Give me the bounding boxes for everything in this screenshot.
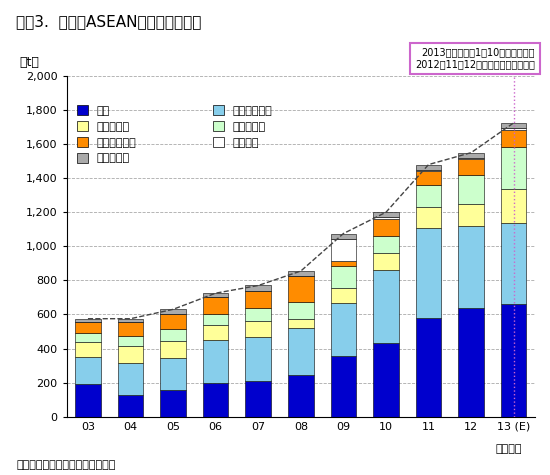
Bar [160, 390, 186, 417]
Bar [373, 218, 399, 219]
Text: 図表3.  味噌のASEAN諸国向け輸出量: 図表3. 味噌のASEAN諸国向け輸出量 [16, 14, 202, 29]
Bar [501, 128, 526, 130]
Bar [458, 152, 484, 158]
Bar [331, 266, 356, 288]
Bar [501, 123, 526, 128]
Text: （t）: （t） [20, 56, 40, 69]
Bar [160, 314, 186, 329]
Bar [373, 212, 399, 218]
Bar [373, 342, 399, 417]
Bar [118, 346, 144, 363]
Bar [373, 236, 399, 253]
Bar [416, 185, 441, 207]
Bar [288, 271, 313, 276]
Bar [458, 204, 484, 226]
Bar [160, 309, 186, 314]
Bar [203, 293, 228, 297]
Bar [245, 321, 271, 337]
Bar [288, 319, 313, 328]
Bar [416, 207, 441, 228]
Bar [160, 358, 186, 390]
Bar [331, 356, 356, 417]
Bar [416, 228, 441, 318]
Bar [331, 261, 356, 266]
Bar [245, 285, 271, 291]
Bar [245, 291, 271, 308]
Bar [245, 308, 271, 321]
Bar [416, 171, 441, 185]
Bar [501, 304, 526, 417]
Bar [501, 223, 526, 304]
Legend: シンガポール, フィリピン, ベトナム: シンガポール, フィリピン, ベトナム [213, 105, 272, 148]
Bar [458, 175, 484, 204]
Bar [458, 308, 484, 417]
Bar [501, 130, 526, 147]
Bar [75, 319, 101, 322]
Bar [288, 276, 313, 302]
Bar [373, 219, 399, 236]
Bar [75, 357, 101, 384]
Bar [75, 384, 101, 417]
Bar [331, 288, 356, 304]
Bar [458, 226, 484, 308]
Bar [501, 147, 526, 189]
Bar [203, 297, 228, 314]
Bar [501, 189, 526, 223]
Bar [160, 329, 186, 341]
Bar [203, 325, 228, 340]
Bar [160, 341, 186, 358]
Text: 2013年は、同年1～10月辺の実績と
2012年11～12月の実績の合算で推計: 2013年は、同年1～10月辺の実績と 2012年11～12月の実績の合算で推計 [415, 48, 535, 69]
Bar [416, 170, 441, 171]
Bar [203, 340, 228, 382]
Bar [288, 375, 313, 417]
Bar [288, 328, 313, 375]
Text: （暦年）: （暦年） [496, 444, 522, 454]
Bar [373, 253, 399, 270]
Bar [118, 322, 144, 336]
Bar [118, 363, 144, 395]
Bar [458, 160, 484, 175]
Bar [331, 238, 356, 261]
Bar [416, 164, 441, 170]
Bar [118, 395, 144, 417]
Bar [331, 234, 356, 238]
Bar [203, 314, 228, 325]
Bar [75, 322, 101, 333]
Bar [118, 319, 144, 322]
Bar [331, 304, 356, 356]
Bar [416, 318, 441, 417]
Bar [245, 337, 271, 381]
Bar [288, 302, 313, 319]
Bar [118, 336, 144, 346]
Bar [245, 381, 271, 417]
Bar [75, 333, 101, 342]
Bar [203, 382, 228, 417]
Bar [75, 342, 101, 357]
Text: （出所）財務省より大和総研作成: （出所）財務省より大和総研作成 [16, 460, 116, 470]
Bar [458, 158, 484, 160]
Bar [373, 270, 399, 342]
